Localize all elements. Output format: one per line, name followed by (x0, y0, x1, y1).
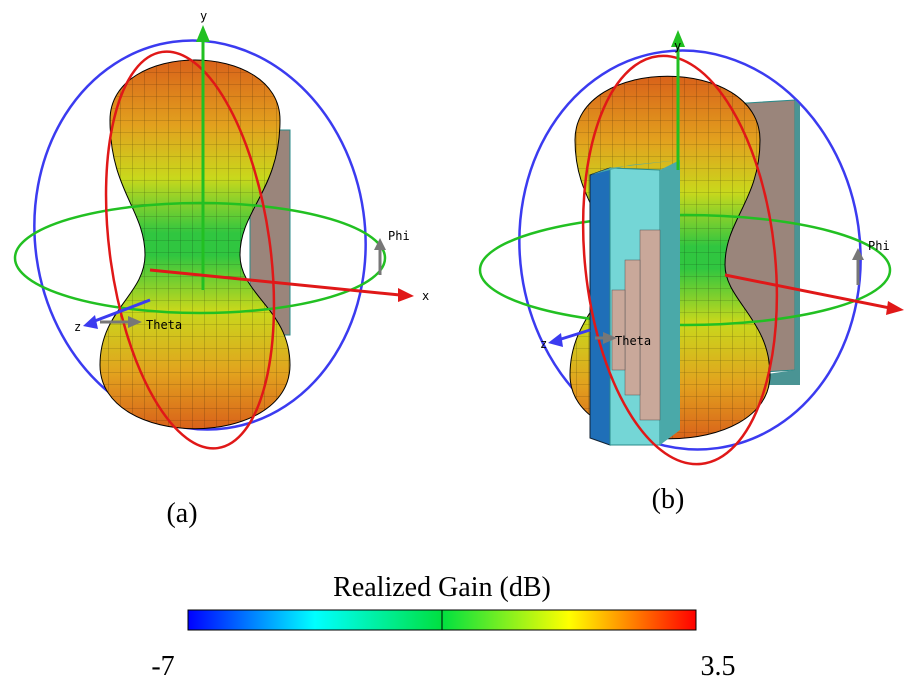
z-axis (91, 298, 151, 324)
phi-label: Phi (388, 229, 410, 243)
x-axis (149, 268, 401, 297)
colorbar-max: 3.5 (701, 651, 736, 681)
y-arrow (671, 30, 685, 47)
x-arrow (398, 288, 414, 302)
panel-a: y x z Phi Theta (a) (13, 9, 429, 529)
pattern-lobe (99, 59, 291, 430)
panel-label: (a) (166, 498, 197, 529)
phi-label: Phi (868, 239, 890, 253)
y-label: y (200, 9, 207, 23)
y-label: y (674, 39, 681, 53)
z-arrow (83, 315, 98, 329)
z-label: z (540, 337, 547, 351)
ring-blue (518, 49, 862, 451)
ring-green (13, 201, 387, 315)
panel-label: (b) (652, 484, 685, 515)
x-arrow (886, 301, 904, 315)
theta-label: Theta (146, 318, 182, 332)
z-label: z (74, 320, 81, 334)
colorbar-min: -7 (151, 651, 174, 681)
theta-label: Theta (615, 334, 651, 348)
z-arrow (548, 333, 563, 347)
ring-green (478, 213, 892, 327)
ring-blue (33, 39, 367, 431)
y-arrow (196, 25, 210, 42)
ring-red (104, 50, 276, 450)
x-label: x (422, 289, 429, 303)
colorbar: Realized Gain (dB) -7 3.5 (151, 572, 735, 681)
ring-red (581, 54, 779, 466)
x-axis (724, 273, 891, 310)
colorbar-title: Realized Gain (dB) (333, 572, 551, 603)
panel-b: y z Phi Theta (b) (478, 30, 904, 515)
z-axis (557, 328, 591, 342)
